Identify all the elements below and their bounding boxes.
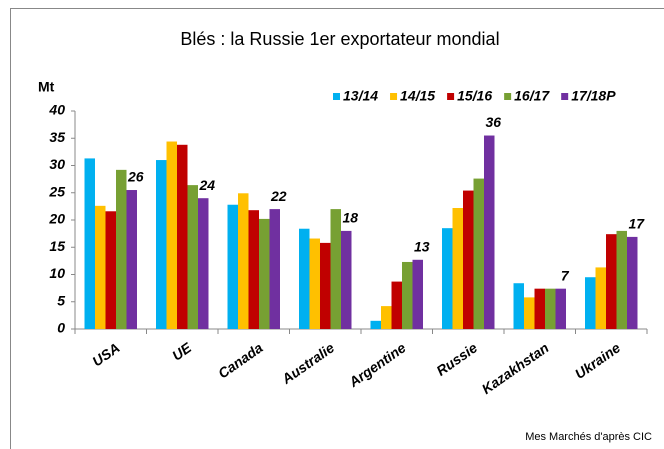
x-tick-label: Canada	[215, 339, 266, 381]
bar	[402, 261, 413, 329]
bar	[412, 259, 423, 329]
bar	[95, 205, 106, 329]
bar	[156, 160, 167, 329]
bar	[330, 209, 341, 329]
x-tick-label: Argentine	[345, 339, 409, 390]
bar	[391, 281, 402, 329]
bar	[187, 185, 198, 329]
y-tick-label: 0	[57, 320, 65, 336]
bar	[248, 210, 259, 329]
legend-swatch	[504, 93, 512, 100]
data-label: 7	[561, 267, 570, 283]
bar	[616, 230, 627, 329]
bar	[606, 234, 617, 329]
x-tick-label: UE	[169, 339, 195, 364]
y-tick-label: 5	[57, 292, 65, 308]
bar	[484, 135, 495, 329]
x-tick-label: Kazakhstan	[479, 339, 552, 397]
bar	[370, 320, 381, 329]
chart-title: Blés : la Russie 1er exportateur mondial	[180, 29, 499, 49]
data-label: 26	[127, 169, 144, 185]
bar	[177, 144, 188, 329]
source: Mes Marchés d'après CIC	[525, 431, 652, 443]
bar	[84, 158, 95, 329]
bar	[227, 204, 238, 329]
bar	[299, 228, 310, 329]
data-label: 36	[485, 114, 501, 130]
bar	[238, 193, 249, 329]
x-tick-label: Ukraine	[572, 339, 623, 382]
legend-swatch	[333, 93, 340, 100]
bar	[341, 230, 352, 329]
bar	[309, 238, 320, 329]
bar	[198, 198, 209, 329]
legend-label: 17/18P	[571, 88, 616, 104]
legend-label: 15/16	[457, 88, 492, 104]
data-label: 18	[342, 210, 358, 226]
legend-swatch	[447, 93, 455, 100]
y-tick-label: 15	[49, 238, 65, 254]
x-tick-label: Russie	[433, 339, 480, 379]
legend-label: 14/15	[400, 88, 435, 104]
data-label: 22	[270, 188, 287, 204]
bar	[534, 288, 545, 329]
legend-swatch	[390, 93, 398, 100]
x-tick-label: Australie	[278, 339, 337, 387]
bar	[442, 228, 453, 329]
y-tick-label: 30	[49, 156, 65, 172]
bar	[585, 277, 596, 329]
legend-label: 16/17	[514, 88, 550, 104]
data-label: 24	[198, 177, 215, 193]
data-label: 13	[414, 238, 430, 254]
bar	[116, 169, 127, 329]
bar	[381, 306, 392, 329]
bar	[595, 267, 606, 329]
x-tick-label: USA	[89, 339, 122, 369]
y-tick-label: 40	[48, 102, 65, 118]
data-label: 17	[628, 216, 645, 232]
bar	[463, 190, 474, 329]
y-tick-label: 35	[49, 129, 65, 145]
frame	[10, 8, 664, 449]
y-tick-label: 10	[49, 265, 65, 281]
bar	[166, 141, 177, 329]
bar	[259, 218, 270, 329]
legend-swatch	[561, 93, 569, 100]
bar	[452, 208, 463, 329]
y-tick-label: 25	[48, 183, 65, 199]
legend-label: 13/14	[343, 88, 378, 104]
bar	[555, 288, 566, 329]
bar	[126, 190, 137, 329]
bar	[320, 242, 331, 329]
bar	[105, 211, 116, 329]
bar	[545, 288, 556, 329]
bar	[269, 209, 280, 329]
bar	[473, 178, 484, 329]
y-axis-label: Mt	[38, 79, 55, 95]
bar	[513, 283, 524, 329]
bar	[627, 236, 638, 329]
y-tick-label: 20	[48, 211, 65, 227]
bar	[524, 297, 535, 329]
